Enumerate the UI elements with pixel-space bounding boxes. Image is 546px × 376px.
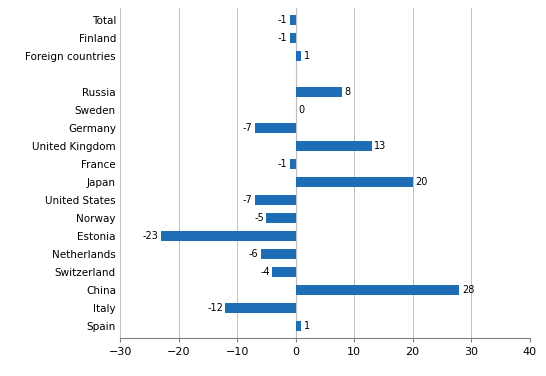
- Bar: [260, 249, 295, 259]
- Text: -1: -1: [278, 33, 287, 43]
- Text: -4: -4: [260, 267, 270, 277]
- Text: 28: 28: [462, 285, 474, 295]
- Bar: [295, 177, 413, 187]
- Text: 0: 0: [298, 105, 304, 115]
- Text: -7: -7: [242, 123, 252, 133]
- Text: -23: -23: [143, 231, 159, 241]
- Bar: [161, 231, 295, 241]
- Bar: [295, 141, 372, 151]
- Bar: [225, 303, 295, 313]
- Text: 1: 1: [304, 321, 310, 331]
- Text: -12: -12: [207, 303, 223, 313]
- Text: 1: 1: [304, 51, 310, 61]
- Bar: [295, 321, 301, 331]
- Bar: [290, 15, 295, 25]
- Bar: [290, 159, 295, 169]
- Text: 13: 13: [374, 141, 386, 151]
- Bar: [295, 285, 459, 295]
- Text: -6: -6: [248, 249, 258, 259]
- Text: -7: -7: [242, 195, 252, 205]
- Bar: [254, 195, 295, 205]
- Text: 20: 20: [415, 177, 428, 187]
- Bar: [295, 51, 301, 61]
- Text: 8: 8: [345, 87, 351, 97]
- Bar: [272, 267, 295, 277]
- Text: -5: -5: [254, 213, 264, 223]
- Bar: [290, 33, 295, 43]
- Text: -1: -1: [278, 15, 287, 25]
- Bar: [254, 123, 295, 133]
- Bar: [295, 87, 342, 97]
- Text: -1: -1: [278, 159, 287, 169]
- Bar: [266, 213, 295, 223]
